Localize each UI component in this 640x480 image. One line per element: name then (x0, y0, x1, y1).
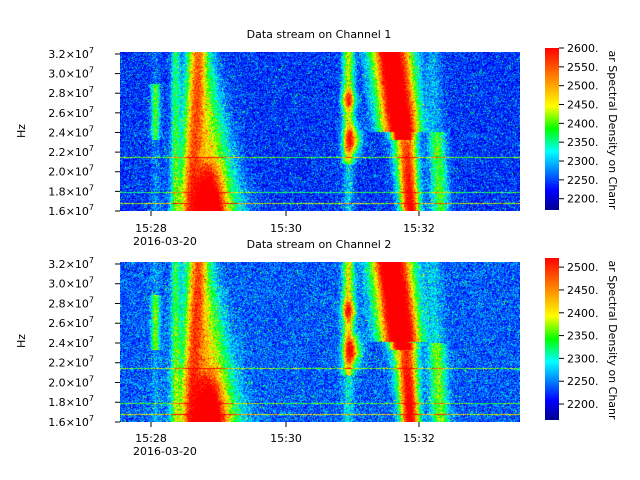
colorbar-tick-label: 2350. (567, 136, 599, 149)
spectrogram-panel-1: Data stream on Channel 1 3.2×107 3.0×107 2… (15, 28, 619, 248)
y-tick-label: 2.8×107 (48, 295, 94, 310)
y-axis-label: Hz (15, 124, 28, 138)
y-tick-label: 2.4×107 (48, 124, 94, 139)
y-tick-label: 3.2×107 (48, 46, 94, 61)
y-tick-label: 2.2×107 (48, 355, 94, 370)
x-tick-label: 15:28 (135, 432, 167, 445)
y-tick-label: 2.0×107 (48, 164, 94, 179)
colorbar-tick-label: 2350. (567, 330, 599, 343)
colorbar-tick-label: 2450. (567, 284, 599, 297)
y-tick-label: 3.0×107 (48, 66, 94, 81)
y-tick-label: 2.0×107 (48, 374, 94, 389)
colorbar (545, 48, 559, 210)
chart-title: Data stream on Channel 2 (247, 238, 392, 251)
y-tick-label: 1.8×107 (48, 183, 94, 198)
y-tick-label: 3.0×107 (48, 276, 94, 291)
colorbar-tick-label: 2200. (567, 193, 599, 206)
x-tick-label: 15:32 (403, 222, 435, 235)
x-axis-date: 2016-03-20 (133, 445, 197, 458)
colorbar-ticks: 2500. 2450. 2400. 2350. 2300. 2250. 2200. (559, 261, 599, 411)
colorbar-tick-label: 2500. (567, 80, 599, 93)
y-axis-label: Hz (15, 334, 28, 348)
y-tick-label: 1.6×107 (48, 203, 94, 218)
colorbar-tick-label: 2300. (567, 155, 599, 168)
colorbar-label: ar Spectral Density on Chanr (606, 50, 619, 210)
colorbar-tick-label: 2300. (567, 352, 599, 365)
y-tick-label: 2.8×107 (48, 85, 94, 100)
spectrogram-panel-2: Data stream on Channel 2 3.2×107 3.0×107 2… (15, 238, 619, 458)
y-tick-label: 2.4×107 (48, 335, 94, 350)
y-tick-label: 3.2×107 (48, 256, 94, 271)
x-tick-label: 15:28 (135, 222, 167, 235)
y-tick-label: 2.6×107 (48, 105, 94, 120)
x-axis-date: 2016-03-20 (133, 235, 197, 248)
y-tick-label: 1.6×107 (48, 414, 94, 429)
colorbar-tick-label: 2400. (567, 307, 599, 320)
x-axis: 15:28 15:30 15:32 (135, 211, 435, 235)
colorbar (545, 258, 559, 420)
colorbar-tick-label: 2450. (567, 99, 599, 112)
colorbar-tick-label: 2500. (567, 261, 599, 274)
x-tick-label: 15:30 (270, 432, 302, 445)
colorbar-tick-label: 2400. (567, 117, 599, 130)
y-tick-label: 2.2×107 (48, 144, 94, 159)
colorbar-ticks: 2600. 2550. 2500. 2450. 2400. 2350. 2300. 2250.… (559, 42, 599, 206)
spectrogram-plot-area (120, 262, 520, 422)
chart-title: Data stream on Channel 1 (247, 28, 392, 41)
spectrogram-plot-area (120, 52, 520, 211)
y-axis: 3.2×107 3.0×107 2.8×107 2.6×107 2.4×107 2.2×1… (48, 256, 120, 429)
x-tick-label: 15:32 (403, 432, 435, 445)
y-tick-label: 2.6×107 (48, 315, 94, 330)
colorbar-label: ar Spectral Density on Chanr (606, 260, 619, 420)
x-tick-label: 15:30 (270, 222, 302, 235)
y-tick-label: 1.8×107 (48, 394, 94, 409)
colorbar-tick-label: 2200. (567, 398, 599, 411)
y-axis: 3.2×107 3.0×107 2.8×107 2.6×107 2.4×107 2.2×1… (48, 46, 120, 218)
colorbar-tick-label: 2600. (567, 42, 599, 55)
colorbar-tick-label: 2250. (567, 375, 599, 388)
colorbar-tick-label: 2250. (567, 174, 599, 187)
colorbar-tick-label: 2550. (567, 61, 599, 74)
x-axis: 15:28 15:30 15:32 (135, 422, 435, 445)
